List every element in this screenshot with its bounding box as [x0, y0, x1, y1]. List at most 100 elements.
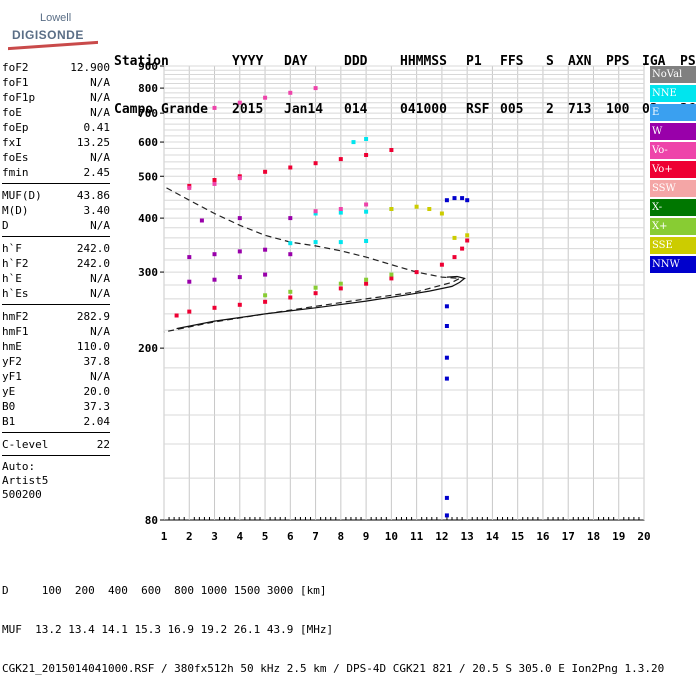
data-point-vo- — [313, 161, 318, 166]
header-label-4: HHMMSS — [400, 54, 447, 69]
y-tick-label: 80 — [145, 514, 158, 527]
data-point-vo- — [263, 299, 268, 304]
header-value-0: Campo Grande — [114, 102, 208, 117]
logo-lowell-text: Lowell — [40, 12, 72, 24]
data-point-sse — [389, 207, 394, 211]
divider — [2, 432, 110, 433]
x-tick-label: 2 — [186, 530, 193, 543]
data-point-vo- — [212, 178, 217, 182]
x-tick-label: 17 — [562, 530, 575, 543]
param-row: fxI 13.25 — [2, 135, 110, 150]
x-tick-label: 8 — [338, 530, 345, 543]
data-point-x- — [338, 281, 343, 286]
data-point-w — [199, 218, 204, 223]
y-tick-label: 600 — [138, 136, 158, 149]
data-point-nnw — [444, 495, 449, 500]
param-group-virtual-heights: h`F 242.0 h`F2 242.0 h`E N/A h`Es N/A — [2, 241, 110, 301]
header-value-5: RSF — [466, 102, 490, 117]
x-tick-label: 10 — [385, 530, 398, 543]
header-label-8: AXN — [568, 54, 592, 69]
legend-item-x-: X+ — [650, 218, 696, 235]
data-point-vo- — [452, 255, 457, 260]
param-value: 22 — [96, 438, 110, 451]
data-point-nne — [313, 240, 318, 245]
param-label: M(D) — [2, 204, 29, 217]
data-point-x- — [288, 289, 293, 294]
x-tick-label: 12 — [435, 530, 448, 543]
footer-file-line: CGK21_2015014041000.RSF / 380fx512h 50 k… — [2, 662, 665, 675]
data-point-w — [212, 252, 217, 257]
header-value-3: 014 — [344, 102, 368, 117]
x-tick-label: 15 — [511, 530, 524, 543]
data-point-vo- — [338, 286, 343, 291]
param-value: N/A — [90, 76, 110, 89]
y-tick-label: 900 — [138, 60, 158, 73]
param-row: foF1 N/A — [2, 75, 110, 90]
header-label-3: DDD — [344, 54, 368, 69]
legend-item-sse: SSE — [650, 237, 696, 254]
data-point-nnw — [444, 324, 449, 328]
data-point-vo- — [288, 90, 293, 95]
data-point-vo- — [338, 157, 343, 162]
header-label-5: P1 — [466, 54, 482, 69]
y-tick-label: 300 — [138, 266, 158, 279]
y-tick-label: 400 — [138, 212, 158, 225]
param-group-confidence: C-level 22 — [2, 437, 110, 452]
header-value-8: 713 — [568, 102, 592, 117]
data-point-vo- — [187, 309, 192, 314]
x-tick-label: 20 — [637, 530, 650, 543]
param-value: N/A — [90, 325, 110, 338]
data-point-vo- — [174, 313, 179, 318]
legend-item-vo-: Vo- — [650, 142, 696, 159]
header-value-9: 100 — [606, 102, 630, 117]
auto-line: Artist5 — [2, 474, 49, 487]
legend-item-w: W — [650, 123, 696, 140]
footer-muf-line: MUF 13.2 13.4 14.1 15.3 16.9 19.2 26.1 4… — [2, 623, 334, 636]
data-point-w — [263, 247, 268, 252]
param-label: h`E — [2, 272, 22, 285]
x-tick-label: 13 — [461, 530, 474, 543]
param-label: foEp — [2, 121, 29, 134]
data-point-nne — [338, 210, 343, 215]
data-point-w — [288, 216, 293, 221]
data-point-w — [237, 275, 242, 280]
param-value: N/A — [90, 106, 110, 119]
param-row: yF2 37.8 — [2, 354, 110, 369]
data-point-vo- — [212, 305, 217, 310]
logo-swoosh — [8, 40, 98, 51]
logo-digisonde-text: DIGISONDE — [12, 28, 84, 42]
divider — [2, 183, 110, 184]
header-label-0: Station — [114, 54, 169, 69]
data-point-vo- — [338, 207, 343, 211]
param-value: 2.45 — [83, 166, 111, 179]
param-value: 12.900 — [70, 61, 110, 74]
param-group-critical-frequencies: foF2 12.900 foF1 N/A foF1p N/A foE N/A foEp 0.41 f… — [2, 60, 110, 180]
header-value-6: 005 — [500, 102, 524, 117]
param-row: foE N/A — [2, 105, 110, 120]
divider — [2, 455, 110, 456]
data-point-nne — [364, 137, 369, 141]
param-row: hmF1 N/A — [2, 324, 110, 339]
x-tick-label: 3 — [211, 530, 218, 543]
legend-item-e: E — [650, 104, 696, 121]
param-row: M(D) 3.40 — [2, 203, 110, 218]
param-value: N/A — [90, 370, 110, 383]
param-label: h`F — [2, 242, 22, 255]
param-group-muf: MUF(D) 43.86 M(D) 3.40 D N/A — [2, 188, 110, 233]
param-label: foF2 — [2, 61, 29, 74]
param-label: yE — [2, 385, 16, 398]
param-value: 110.0 — [76, 340, 110, 353]
x-tick-label: 1 — [161, 530, 168, 543]
data-point-nne — [288, 241, 293, 246]
header-label-6: FFS — [500, 54, 524, 69]
header-label-10: IGA — [642, 54, 666, 69]
data-point-nnw — [444, 355, 449, 360]
footer-distance-line: D 100 200 400 600 800 1000 1500 3000 [km… — [2, 584, 327, 597]
param-value: 282.9 — [76, 310, 110, 323]
parameter-panel: foF2 12.900 foF1 N/A foF1p N/A foE N/A foEp 0.41 f… — [2, 60, 110, 502]
data-point-vo- — [414, 270, 419, 275]
data-point-nnw — [460, 196, 465, 201]
data-point-vo- — [263, 95, 268, 100]
data-point-w — [212, 277, 217, 282]
x-tick-label: 5 — [262, 530, 269, 543]
